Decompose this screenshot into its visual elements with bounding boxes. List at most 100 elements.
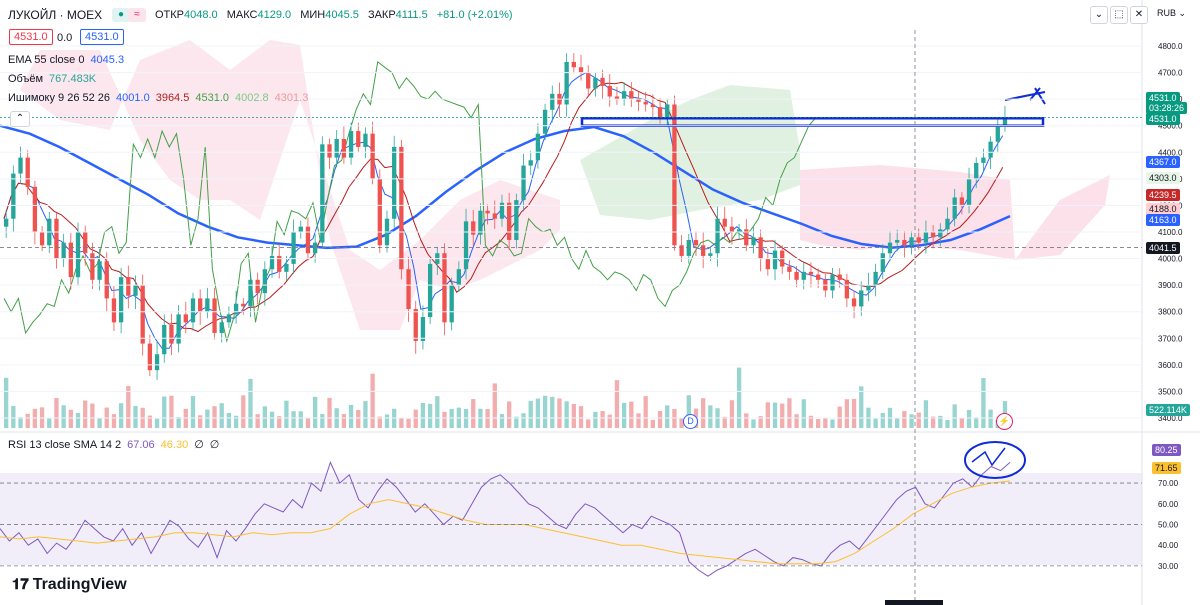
volume-bar <box>269 411 275 428</box>
volume-bar <box>521 413 526 428</box>
candle-body <box>629 91 634 100</box>
candle-body <box>4 218 9 227</box>
candle-body <box>97 261 102 280</box>
candle-body <box>104 261 109 299</box>
close-icon[interactable]: ✕ <box>1130 6 1148 24</box>
candle-body <box>938 229 943 238</box>
candle-body <box>571 61 576 68</box>
volume-bar <box>780 403 785 428</box>
candle-body <box>176 314 181 344</box>
candle-body <box>916 237 921 243</box>
volume-bar <box>90 403 95 428</box>
volume-bar <box>18 417 23 428</box>
candle-body <box>837 274 842 280</box>
rsi-axis-tag: 71.65 <box>1152 462 1181 474</box>
candle-body <box>169 325 174 344</box>
candle-body <box>399 146 404 270</box>
candle-body <box>830 274 835 291</box>
candle-body <box>205 298 210 312</box>
candle-body <box>140 285 145 344</box>
price-pane[interactable] <box>0 30 1142 430</box>
rsi-scribble-drawing <box>971 447 1006 467</box>
delay-icon[interactable]: ≈ <box>128 8 146 22</box>
close-label: ЗАКР <box>367 9 396 21</box>
candle-body <box>736 229 742 232</box>
candle-body <box>269 255 275 270</box>
volume-legend[interactable]: Объём 767.483K <box>8 73 102 85</box>
volume-bar <box>4 377 9 428</box>
volume-bar <box>801 399 806 428</box>
collapse-legend-icon[interactable]: ⌃ <box>10 111 30 127</box>
rsi-empty-1: ∅ <box>194 439 204 451</box>
candle-body <box>966 178 972 206</box>
volume-bar <box>341 414 347 428</box>
rsi-tick-label: 60.00 <box>1158 500 1179 509</box>
candle-body <box>708 253 713 256</box>
candle-body <box>233 303 239 315</box>
candle-body <box>808 271 814 275</box>
maximize-icon[interactable]: ⬚ <box>1110 6 1128 24</box>
volume-bar <box>499 414 505 428</box>
candle-body <box>341 139 347 158</box>
candle-body <box>751 237 756 246</box>
rsi-legend[interactable]: RSI 13 close SMA 14 2 67.06 46.30 ∅ ∅ <box>8 438 225 451</box>
candle-body <box>744 229 749 246</box>
volume-bar <box>176 416 181 428</box>
low-value: 4045.5 <box>325 9 359 21</box>
volume-bar <box>190 396 196 428</box>
candle-body <box>133 285 138 296</box>
tradingview-logo[interactable]: 𝟏𝟕 TradingView <box>12 576 127 594</box>
volume-bar <box>851 398 857 428</box>
candle-body <box>722 218 727 227</box>
volume-bar <box>111 414 117 428</box>
volume-bar <box>25 413 30 428</box>
candle-body <box>873 271 878 286</box>
candle-body <box>701 245 706 256</box>
volume-bar <box>938 415 943 428</box>
dividend-marker[interactable]: D <box>683 414 698 429</box>
symbol-name[interactable]: ЛУКОЙЛ · MOEX <box>8 8 103 22</box>
candle-body <box>427 263 433 318</box>
candle-body <box>815 274 821 280</box>
currency-label[interactable]: RUB ⌄ <box>1157 8 1187 18</box>
candle-body <box>154 354 160 371</box>
volume-bar <box>550 396 555 428</box>
candle-body <box>18 157 23 174</box>
volume-bar <box>75 412 81 428</box>
candle-body <box>83 232 88 254</box>
ema-legend[interactable]: EMA 55 close 0 4045.3 <box>8 54 130 66</box>
candle-body <box>327 144 332 158</box>
volume-bar <box>83 400 88 428</box>
chevron-down-icon[interactable]: ⌄ <box>1090 6 1108 24</box>
candle-body <box>32 186 38 232</box>
volume-bar <box>514 416 519 428</box>
candle-body <box>90 253 95 280</box>
volume-bar <box>722 416 727 428</box>
volume-bar <box>859 386 864 428</box>
volume-bar <box>463 409 469 428</box>
candle-body <box>54 218 59 259</box>
sell-button[interactable]: 4531.0 <box>9 29 53 45</box>
change-value: +81.0 (+2.01%) <box>436 9 513 21</box>
volume-bar <box>708 405 713 428</box>
lightning-icon[interactable]: ⚡ <box>996 413 1013 430</box>
ichimoku-legend[interactable]: Ишимоку 9 26 52 26 4001.0 3964.5 4531.0 4002… <box>8 92 314 104</box>
volume-bar <box>959 417 965 428</box>
candle-body <box>715 218 720 254</box>
candle-body <box>356 131 361 147</box>
volume-bar <box>47 418 52 428</box>
volume-bar <box>262 406 267 428</box>
buy-button[interactable]: 4531.0 <box>80 29 124 45</box>
candle-body <box>607 85 612 97</box>
candle-body <box>528 160 533 166</box>
volume-bar <box>205 409 210 428</box>
market-status-icon[interactable]: ● <box>112 8 130 22</box>
candle-body <box>126 277 131 296</box>
candle-body <box>348 131 354 158</box>
candle-body <box>851 298 857 307</box>
candle-body <box>406 269 411 310</box>
symbol-title[interactable]: ЛУКОЙЛ · MOEX <box>8 8 102 22</box>
candle-body <box>370 133 375 179</box>
candle-body <box>255 279 260 294</box>
